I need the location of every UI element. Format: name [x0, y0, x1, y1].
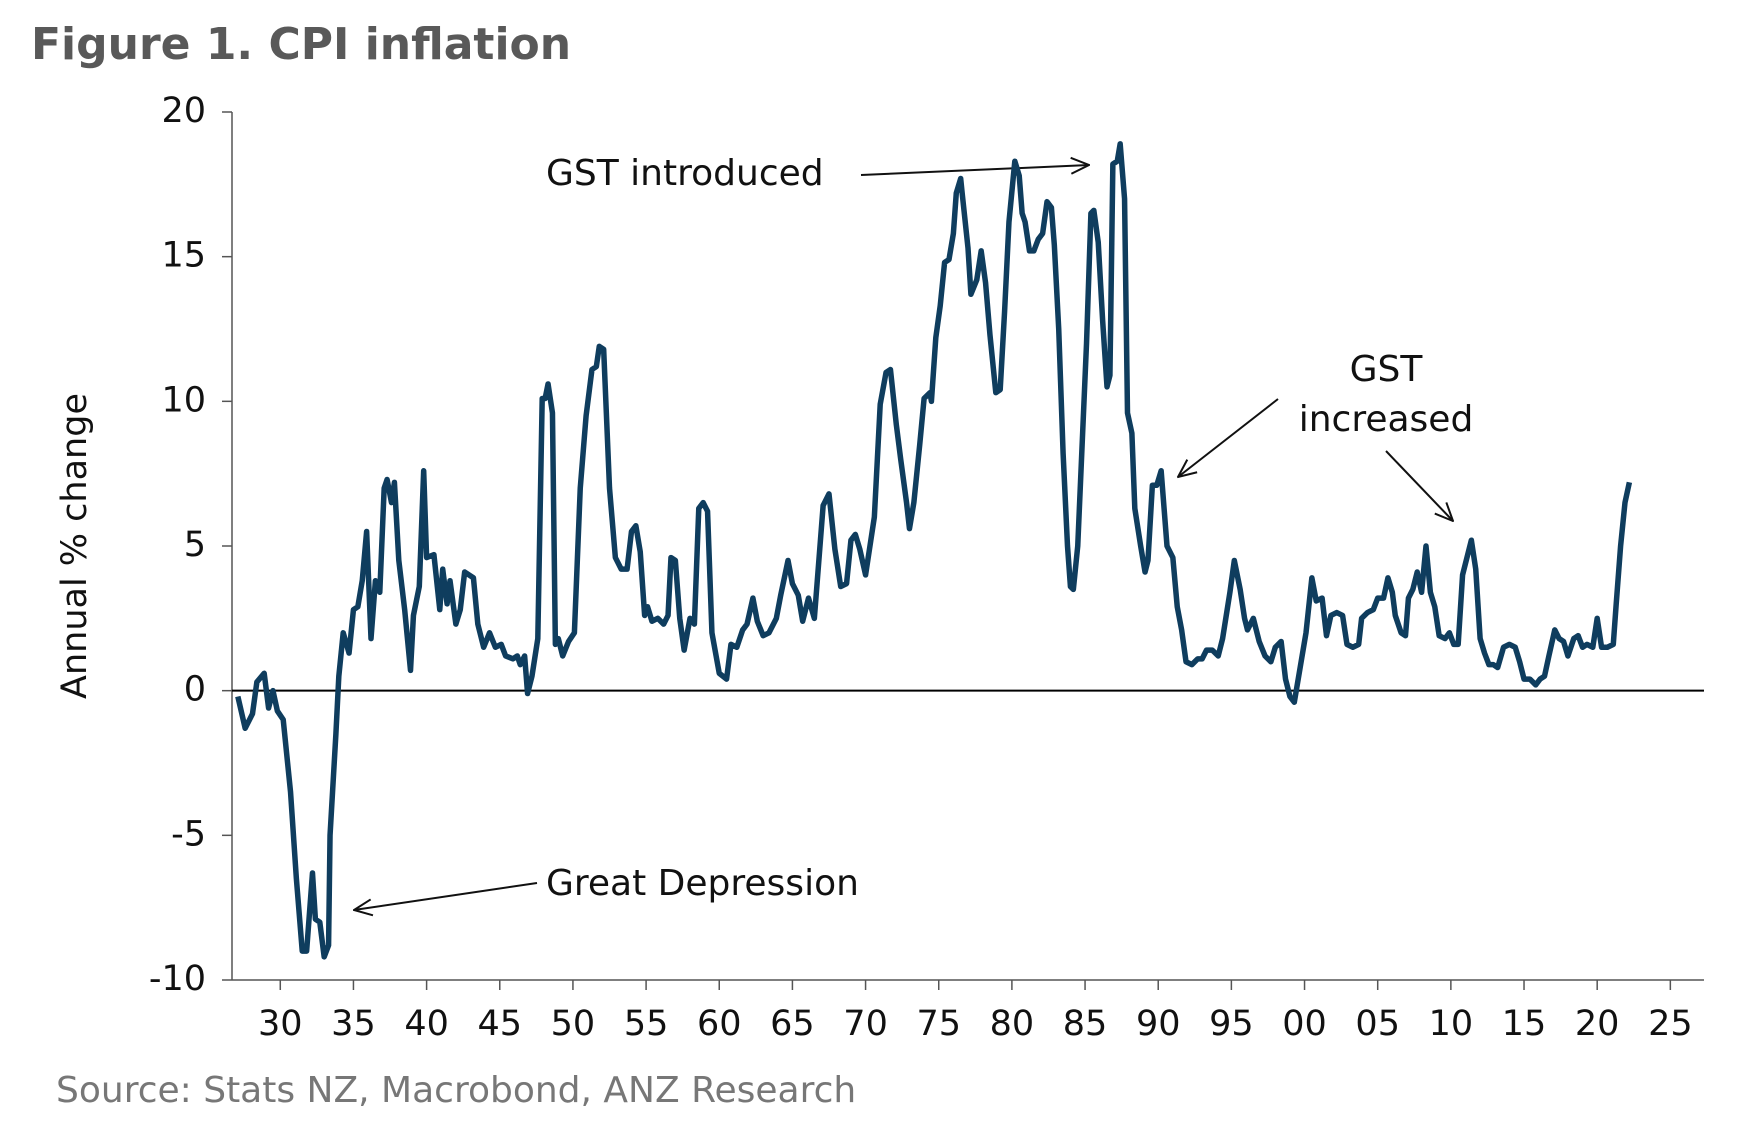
- y-tick-label: 15: [161, 236, 206, 276]
- y-tick-label: -10: [149, 959, 206, 999]
- x-tick-label: 95: [1209, 1004, 1254, 1044]
- x-tick-label: 40: [404, 1004, 449, 1044]
- x-tick-label: 10: [1429, 1004, 1474, 1044]
- source-note: Source: Stats NZ, Macrobond, ANZ Researc…: [56, 1070, 856, 1111]
- y-axis-label: Annual % change: [55, 393, 95, 699]
- x-tick-label: 00: [1282, 1004, 1327, 1044]
- y-tick-label: 10: [161, 380, 206, 420]
- x-tick-label: 85: [1063, 1004, 1108, 1044]
- annotation: increased: [1299, 399, 1474, 440]
- chart-title: Figure 1. CPI inflation: [31, 19, 571, 70]
- x-tick-label: 90: [1136, 1004, 1181, 1044]
- x-tick-label: 65: [770, 1004, 815, 1044]
- y-tick-label: 5: [184, 525, 206, 565]
- y-tick-label: 0: [184, 670, 206, 710]
- x-tick-label: 75: [916, 1004, 961, 1044]
- x-tick-label: 70: [843, 1004, 888, 1044]
- x-tick-label: 80: [990, 1004, 1035, 1044]
- x-tick-label: 45: [477, 1004, 522, 1044]
- x-tick-label: 25: [1648, 1004, 1693, 1044]
- x-tick-label: 55: [624, 1004, 669, 1044]
- x-tick-label: 20: [1575, 1004, 1620, 1044]
- x-tick-label: 05: [1355, 1004, 1400, 1044]
- annotation: GST introduced: [546, 153, 824, 194]
- y-tick-label: -5: [171, 814, 206, 854]
- annotation-arrow: [1178, 398, 1279, 477]
- y-tick-label: 20: [161, 91, 206, 131]
- x-tick-label: 50: [551, 1004, 596, 1044]
- annotation-arrow: [354, 882, 538, 910]
- x-tick-label: 30: [258, 1004, 303, 1044]
- annotation-arrow: [860, 165, 1089, 176]
- annotation: Great Depression: [546, 863, 859, 904]
- x-tick-label: 15: [1502, 1004, 1547, 1044]
- annotation-arrow: [1385, 450, 1453, 521]
- x-tick-label: 60: [697, 1004, 742, 1044]
- annotation: GST: [1350, 349, 1424, 390]
- x-tick-label: 35: [331, 1004, 376, 1044]
- series-line: [235, 141, 1633, 960]
